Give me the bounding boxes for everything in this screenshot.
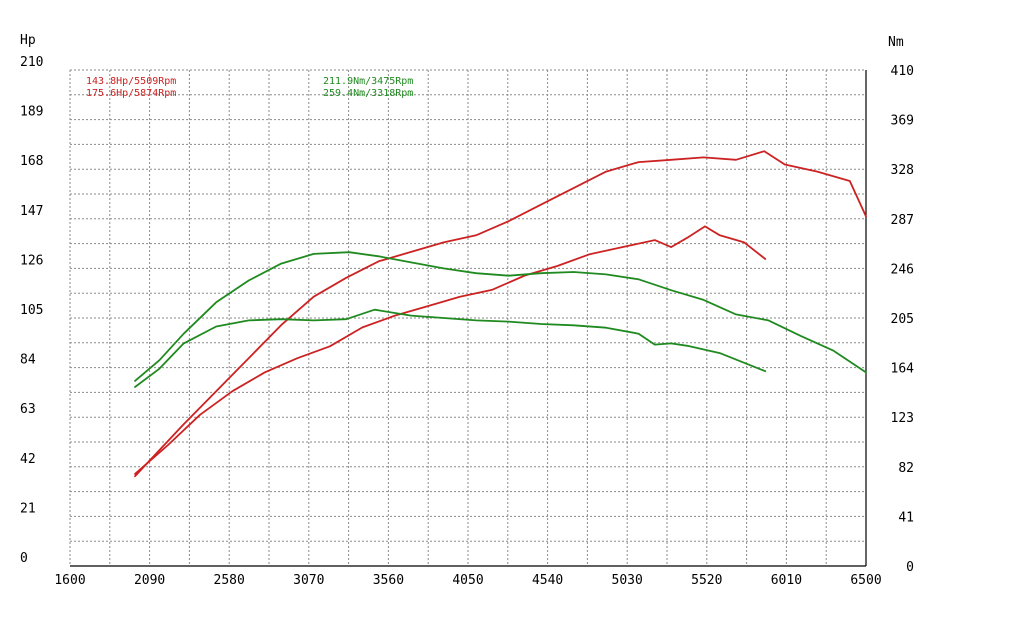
power-annotation-2: 175.6Hp/5874Rpm xyxy=(86,88,176,99)
x-tick-label: 2580 xyxy=(214,573,245,588)
left-tick-label: 42 xyxy=(20,452,36,467)
right-tick-label: 41 xyxy=(898,510,914,525)
left-tick-label: 105 xyxy=(20,303,43,318)
series-lines xyxy=(134,150,867,478)
left-tick-label: 126 xyxy=(20,253,43,268)
right-tick-label: 410 xyxy=(891,64,914,79)
x-tick-label: 4540 xyxy=(532,573,563,588)
left-axis-unit: Hp xyxy=(20,33,36,48)
right-tick-label: 0 xyxy=(906,560,914,575)
left-tick-label: 21 xyxy=(20,501,36,516)
torque-line-4 xyxy=(134,308,767,388)
right-axis-unit: Nm xyxy=(888,35,904,50)
x-tick-label: 6010 xyxy=(771,573,802,588)
x-tick-label: 2090 xyxy=(134,573,165,588)
x-tick-label: 5030 xyxy=(612,573,643,588)
x-tick-label: 1600 xyxy=(54,573,85,588)
tick-labels: 1600 2090 2580 3070 3560 4050 4540 5030 5520 6010… xyxy=(20,55,914,588)
left-tick-label: 189 xyxy=(20,105,43,120)
power-line-1 xyxy=(134,150,867,478)
right-tick-label: 164 xyxy=(891,362,915,377)
right-tick-label: 369 xyxy=(891,114,914,129)
x-tick-label: 6500 xyxy=(850,573,881,588)
axes xyxy=(70,70,867,567)
right-tick-label: 328 xyxy=(891,163,914,178)
right-tick-label: 82 xyxy=(898,461,914,476)
torque-line-3 xyxy=(134,251,867,382)
grid xyxy=(69,69,867,567)
right-tick-label: 205 xyxy=(891,312,914,327)
power-annotation-1: 143.8Hp/5509Rpm xyxy=(86,76,176,87)
power-line-2 xyxy=(134,225,767,475)
left-tick-label: 84 xyxy=(20,353,36,368)
left-tick-label: 63 xyxy=(20,402,36,417)
axis-units: Hp Nm xyxy=(20,33,904,50)
peak-annotations: 143.8Hp/5509Rpm 175.6Hp/5874Rpm 211.9Nm/… xyxy=(86,76,413,99)
x-tick-label: 5520 xyxy=(691,573,722,588)
x-tick-label: 4050 xyxy=(452,573,483,588)
x-tick-label: 3070 xyxy=(293,573,324,588)
left-tick-label: 168 xyxy=(20,154,43,169)
left-tick-label: 210 xyxy=(20,55,43,70)
torque-annotation-1: 211.9Nm/3475Rpm xyxy=(323,76,413,87)
right-tick-label: 123 xyxy=(891,411,914,426)
torque-annotation-2: 259.4Nm/3318Rpm xyxy=(323,88,413,99)
left-tick-label: 0 xyxy=(20,551,28,566)
right-tick-label: 287 xyxy=(891,213,914,228)
x-tick-label: 3560 xyxy=(373,573,404,588)
left-tick-label: 147 xyxy=(20,204,43,219)
right-tick-label: 246 xyxy=(891,262,914,277)
